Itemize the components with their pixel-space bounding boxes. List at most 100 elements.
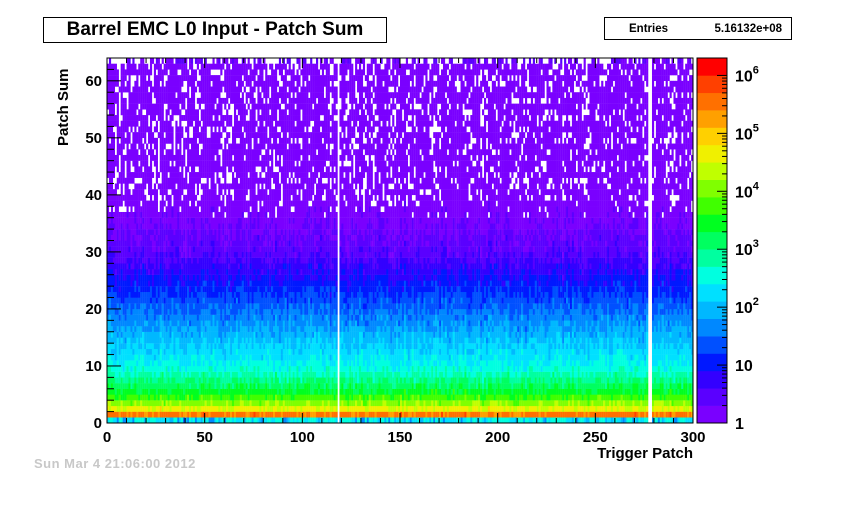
heatmap-cell bbox=[138, 126, 141, 133]
heatmap-cell bbox=[153, 274, 157, 281]
heatmap-cell bbox=[155, 326, 158, 332]
heatmap-cell bbox=[224, 149, 227, 156]
heatmap-cell bbox=[187, 160, 190, 167]
heatmap-cell bbox=[208, 211, 211, 218]
heatmap-cell bbox=[140, 97, 143, 104]
heatmap-cell bbox=[118, 383, 121, 389]
heatmap-cell bbox=[220, 211, 223, 218]
heatmap-cell bbox=[233, 269, 237, 275]
heatmap-cell bbox=[187, 337, 190, 344]
heatmap-cell bbox=[241, 149, 244, 156]
heatmap-cell bbox=[179, 360, 182, 367]
heatmap-cell bbox=[214, 286, 217, 293]
heatmap-cell bbox=[206, 166, 209, 173]
heatmap-cell bbox=[202, 246, 205, 253]
heatmap-cell bbox=[249, 132, 252, 139]
heatmap-cell bbox=[112, 354, 116, 361]
heatmap-cell bbox=[222, 211, 225, 218]
heatmap-cell bbox=[110, 343, 114, 350]
heatmap-cell bbox=[194, 314, 198, 321]
heatmap-cell bbox=[108, 405, 112, 412]
heatmap-cell bbox=[155, 217, 158, 224]
heatmap-cell bbox=[202, 365, 205, 372]
heatmap-cell bbox=[173, 63, 176, 70]
heatmap-cell bbox=[251, 308, 254, 315]
heatmap-cell bbox=[108, 297, 112, 304]
heatmap-cell bbox=[112, 388, 116, 395]
heatmap-cell bbox=[235, 97, 239, 104]
heatmap-cell bbox=[230, 360, 233, 367]
heatmap-cell bbox=[253, 115, 256, 121]
heatmap-cell bbox=[146, 417, 149, 424]
heatmap-cell bbox=[204, 263, 207, 270]
heatmap-cell bbox=[233, 365, 237, 372]
heatmap-cell bbox=[200, 280, 203, 287]
heatmap-cell bbox=[239, 75, 242, 82]
heatmap-cell bbox=[112, 360, 116, 367]
heatmap-cell bbox=[251, 274, 254, 281]
heatmap-cell bbox=[165, 286, 168, 293]
heatmap-cell bbox=[173, 348, 176, 355]
heatmap-cell bbox=[192, 343, 196, 350]
heatmap-cell bbox=[128, 354, 131, 361]
heatmap-cell bbox=[196, 80, 199, 87]
heatmap-cell bbox=[120, 126, 123, 133]
heatmap-cell bbox=[179, 308, 182, 315]
heatmap-cell bbox=[134, 115, 137, 121]
heatmap-cell bbox=[161, 257, 164, 264]
heatmap-cell bbox=[243, 417, 246, 424]
heatmap-cell bbox=[114, 229, 117, 235]
heatmap-cell bbox=[259, 120, 262, 127]
heatmap-cell bbox=[243, 229, 246, 235]
heatmap-cell bbox=[273, 388, 276, 395]
heatmap-cell bbox=[206, 223, 209, 230]
heatmap-cell bbox=[116, 183, 119, 190]
heatmap-cell bbox=[206, 149, 209, 156]
heatmap-cell bbox=[142, 80, 145, 87]
heatmap-cell bbox=[128, 63, 131, 70]
heatmap-cell bbox=[220, 383, 223, 389]
heatmap-cell bbox=[224, 405, 227, 412]
heatmap-cell bbox=[257, 75, 260, 82]
heatmap-cell bbox=[269, 206, 272, 213]
heatmap-cell bbox=[259, 223, 262, 230]
heatmap-cell bbox=[185, 109, 188, 116]
heatmap-cell bbox=[233, 120, 237, 127]
heatmap-cell bbox=[202, 297, 205, 304]
heatmap-cell bbox=[228, 240, 231, 247]
heatmap-cell bbox=[169, 400, 172, 407]
heatmap-cell bbox=[220, 274, 223, 281]
heatmap-cell bbox=[198, 120, 201, 127]
heatmap-cell bbox=[196, 217, 199, 224]
heatmap-cell bbox=[142, 388, 145, 395]
heatmap-cell bbox=[222, 257, 225, 264]
heatmap-cell bbox=[239, 274, 242, 281]
heatmap-cell bbox=[222, 149, 225, 156]
heatmap-cell bbox=[251, 303, 254, 310]
heatmap-cell bbox=[116, 331, 119, 338]
heatmap-cell bbox=[108, 320, 112, 327]
heatmap-cell bbox=[167, 229, 170, 235]
heatmap-cell bbox=[249, 343, 252, 350]
heatmap-cell bbox=[124, 280, 127, 287]
heatmap-cell bbox=[163, 177, 166, 184]
heatmap-cell bbox=[118, 86, 121, 93]
heatmap-cell bbox=[263, 365, 266, 372]
heatmap-cell bbox=[114, 246, 117, 253]
heatmap-cell bbox=[155, 103, 158, 110]
heatmap-cell bbox=[249, 234, 252, 241]
heatmap-cell bbox=[224, 263, 227, 270]
heatmap-cell bbox=[114, 154, 117, 161]
heatmap-cell bbox=[273, 337, 276, 344]
heatmap-cell bbox=[181, 154, 184, 161]
heatmap-cell bbox=[206, 240, 209, 247]
heatmap-cell bbox=[148, 405, 151, 412]
heatmap-cell bbox=[206, 86, 209, 93]
heatmap-cell bbox=[140, 246, 143, 253]
heatmap-cell bbox=[226, 297, 229, 304]
heatmap-cell bbox=[136, 223, 139, 230]
heatmap-cell bbox=[204, 166, 207, 173]
heatmap-cell bbox=[175, 286, 178, 293]
heatmap-cell bbox=[151, 297, 155, 304]
heatmap-cell bbox=[198, 354, 201, 361]
